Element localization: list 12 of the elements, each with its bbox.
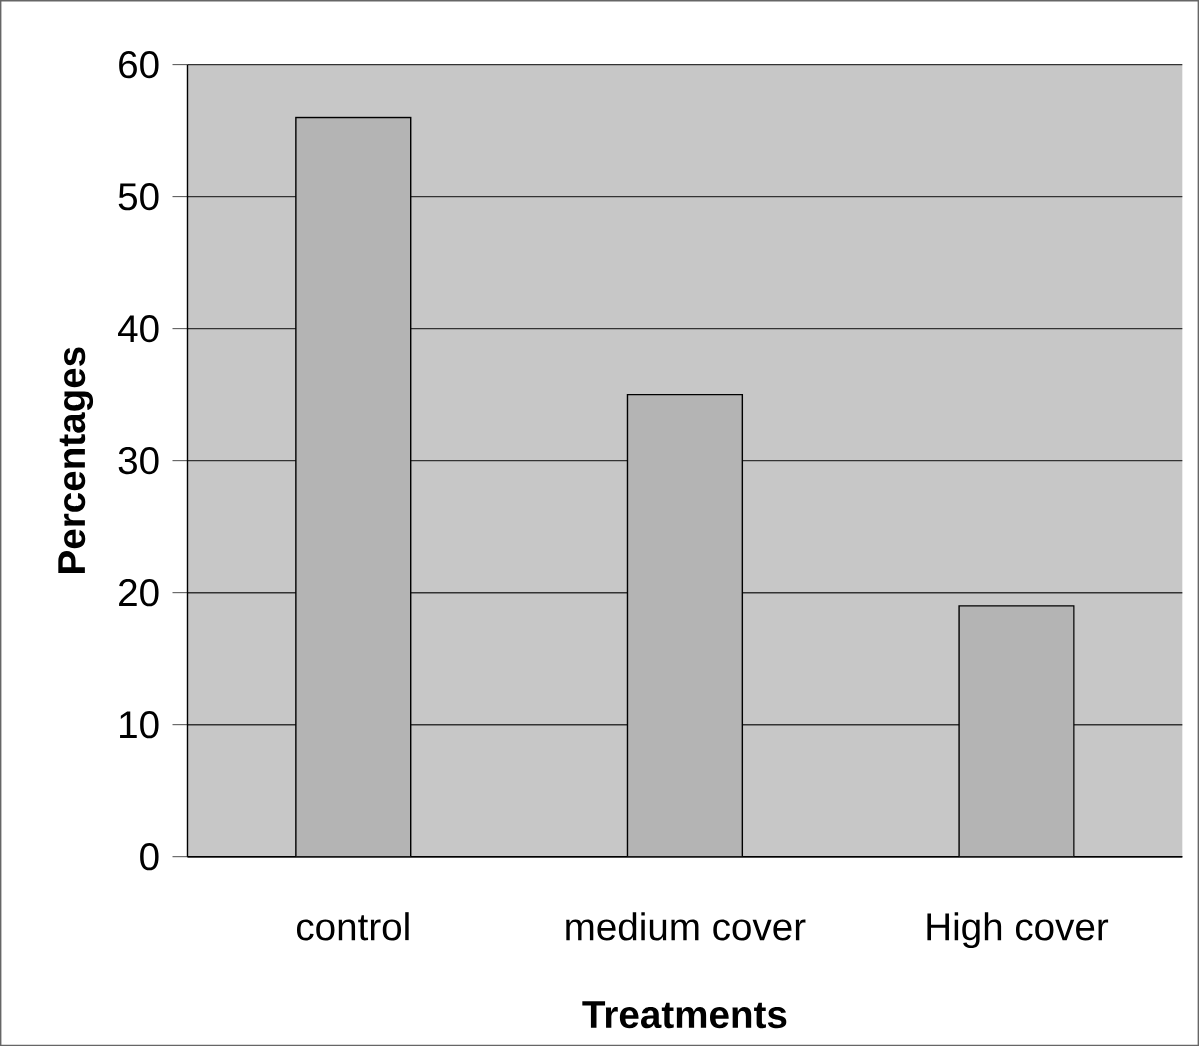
y-tick-label: 50 [118,182,159,211]
x-axis-title: Treatments [582,1001,787,1029]
y-tick-label: 60 [119,50,159,79]
y-tick-label: 10 [120,710,159,739]
y-tick-label: 40 [118,314,159,343]
x-tick-label: control [296,912,409,941]
y-tick-label: 0 [140,842,159,871]
x-tick-label: medium cover [566,912,806,941]
x-tick-label: High cover [927,912,1109,949]
y-tick-label: 20 [119,578,159,607]
y-tick-label: 30 [118,446,159,475]
y-axis-title: Percentages [58,347,94,573]
